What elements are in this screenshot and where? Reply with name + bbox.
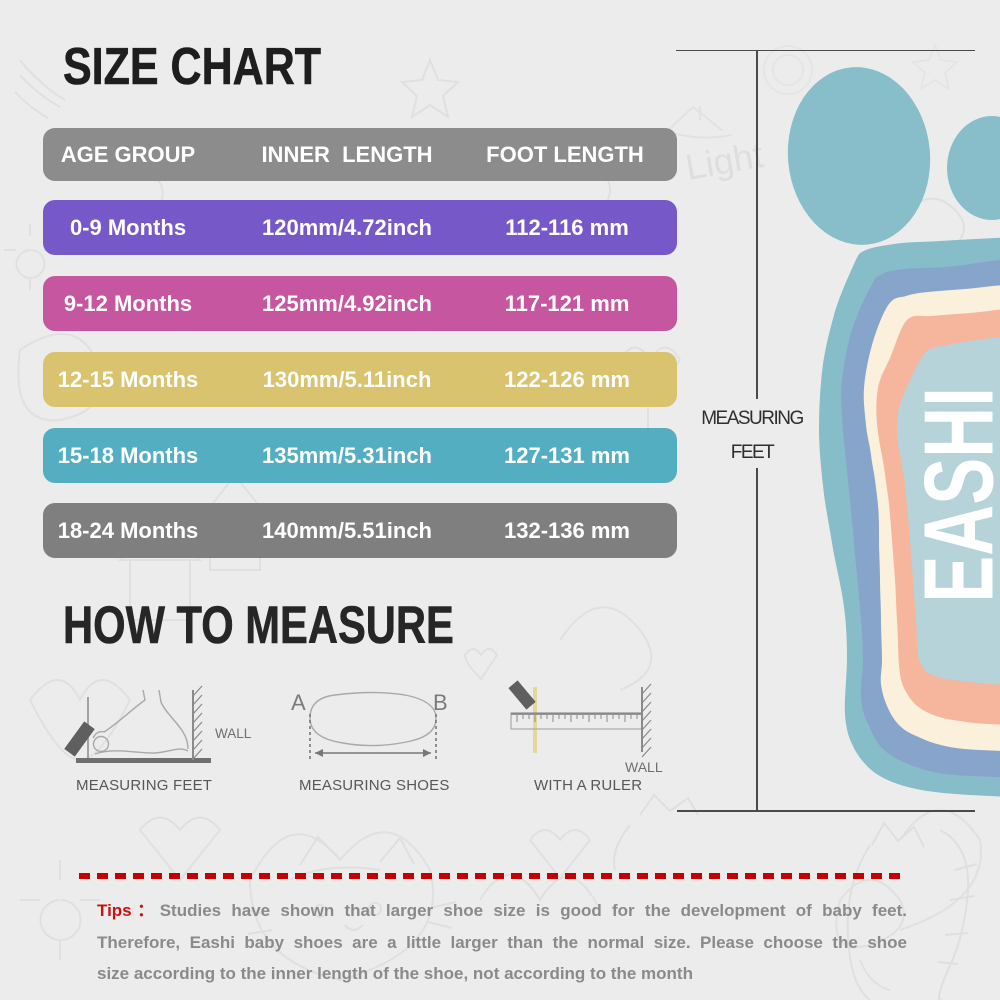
svg-text:EASHI: EASHI xyxy=(905,387,1000,603)
svg-text:A: A xyxy=(291,690,306,715)
svg-text:WALL: WALL xyxy=(625,759,663,775)
svg-text:B: B xyxy=(433,690,448,715)
svg-text:WALL: WALL xyxy=(215,726,252,741)
svg-text:Light: Light xyxy=(682,134,766,188)
